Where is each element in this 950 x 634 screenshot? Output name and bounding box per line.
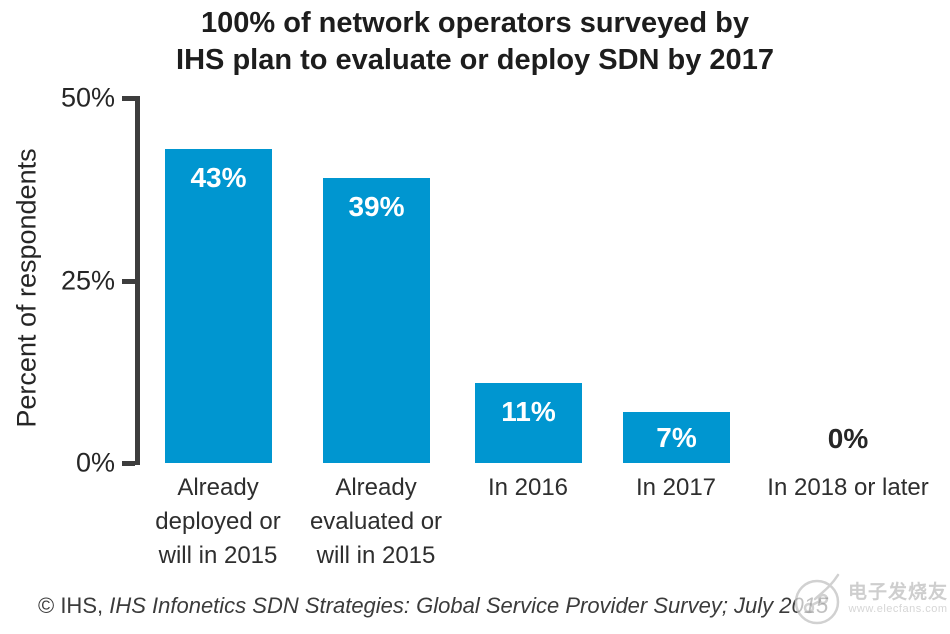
bar: 7% (623, 412, 730, 463)
watermark-site-name: 电子发烧友 (847, 581, 948, 603)
y-tick-mark (122, 461, 135, 466)
chart-title-line1: 100% of network operators surveyed by (201, 7, 749, 39)
bar: 39% (323, 178, 430, 463)
bar: 11% (475, 383, 582, 463)
bar-value-label: 43% (190, 162, 247, 193)
source-title-text: IHS Infonetics SDN Strategies: Global Se… (109, 593, 829, 618)
y-tick-label: 25% (60, 265, 115, 296)
chart-title: 100% of network operators surveyed by IH… (0, 5, 950, 79)
watermark-text: 电子发烧友 www.elecfans.com (847, 581, 948, 616)
watermark-site-url: www.elecfans.com (848, 603, 948, 616)
bar-value-label: 39% (348, 191, 405, 222)
category-label: Already deployed or will in 2015 (155, 474, 281, 569)
y-axis-line (135, 96, 140, 465)
bar: 43% (165, 149, 272, 463)
category-label: In 2017 (635, 474, 717, 501)
y-tick-mark (122, 279, 135, 284)
category-label: In 2018 or later (767, 474, 929, 501)
y-tick-label: 50% (60, 82, 115, 113)
chart-title-line2: IHS plan to evaluate or deploy SDN by 20… (176, 44, 774, 76)
category-label: Already evaluated or will in 2015 (309, 474, 443, 569)
zero-value-label: 0% (827, 423, 869, 454)
bar-value-label: 7% (656, 421, 697, 453)
category-label: In 2016 (487, 474, 569, 501)
source-citation: © IHS, IHS Infonetics SDN Strategies: Gl… (38, 593, 828, 619)
bar-value-label: 11% (501, 396, 556, 427)
y-tick-label: 0% (75, 447, 115, 478)
copyright-text: © IHS, (38, 593, 110, 618)
y-tick-mark (122, 96, 135, 101)
